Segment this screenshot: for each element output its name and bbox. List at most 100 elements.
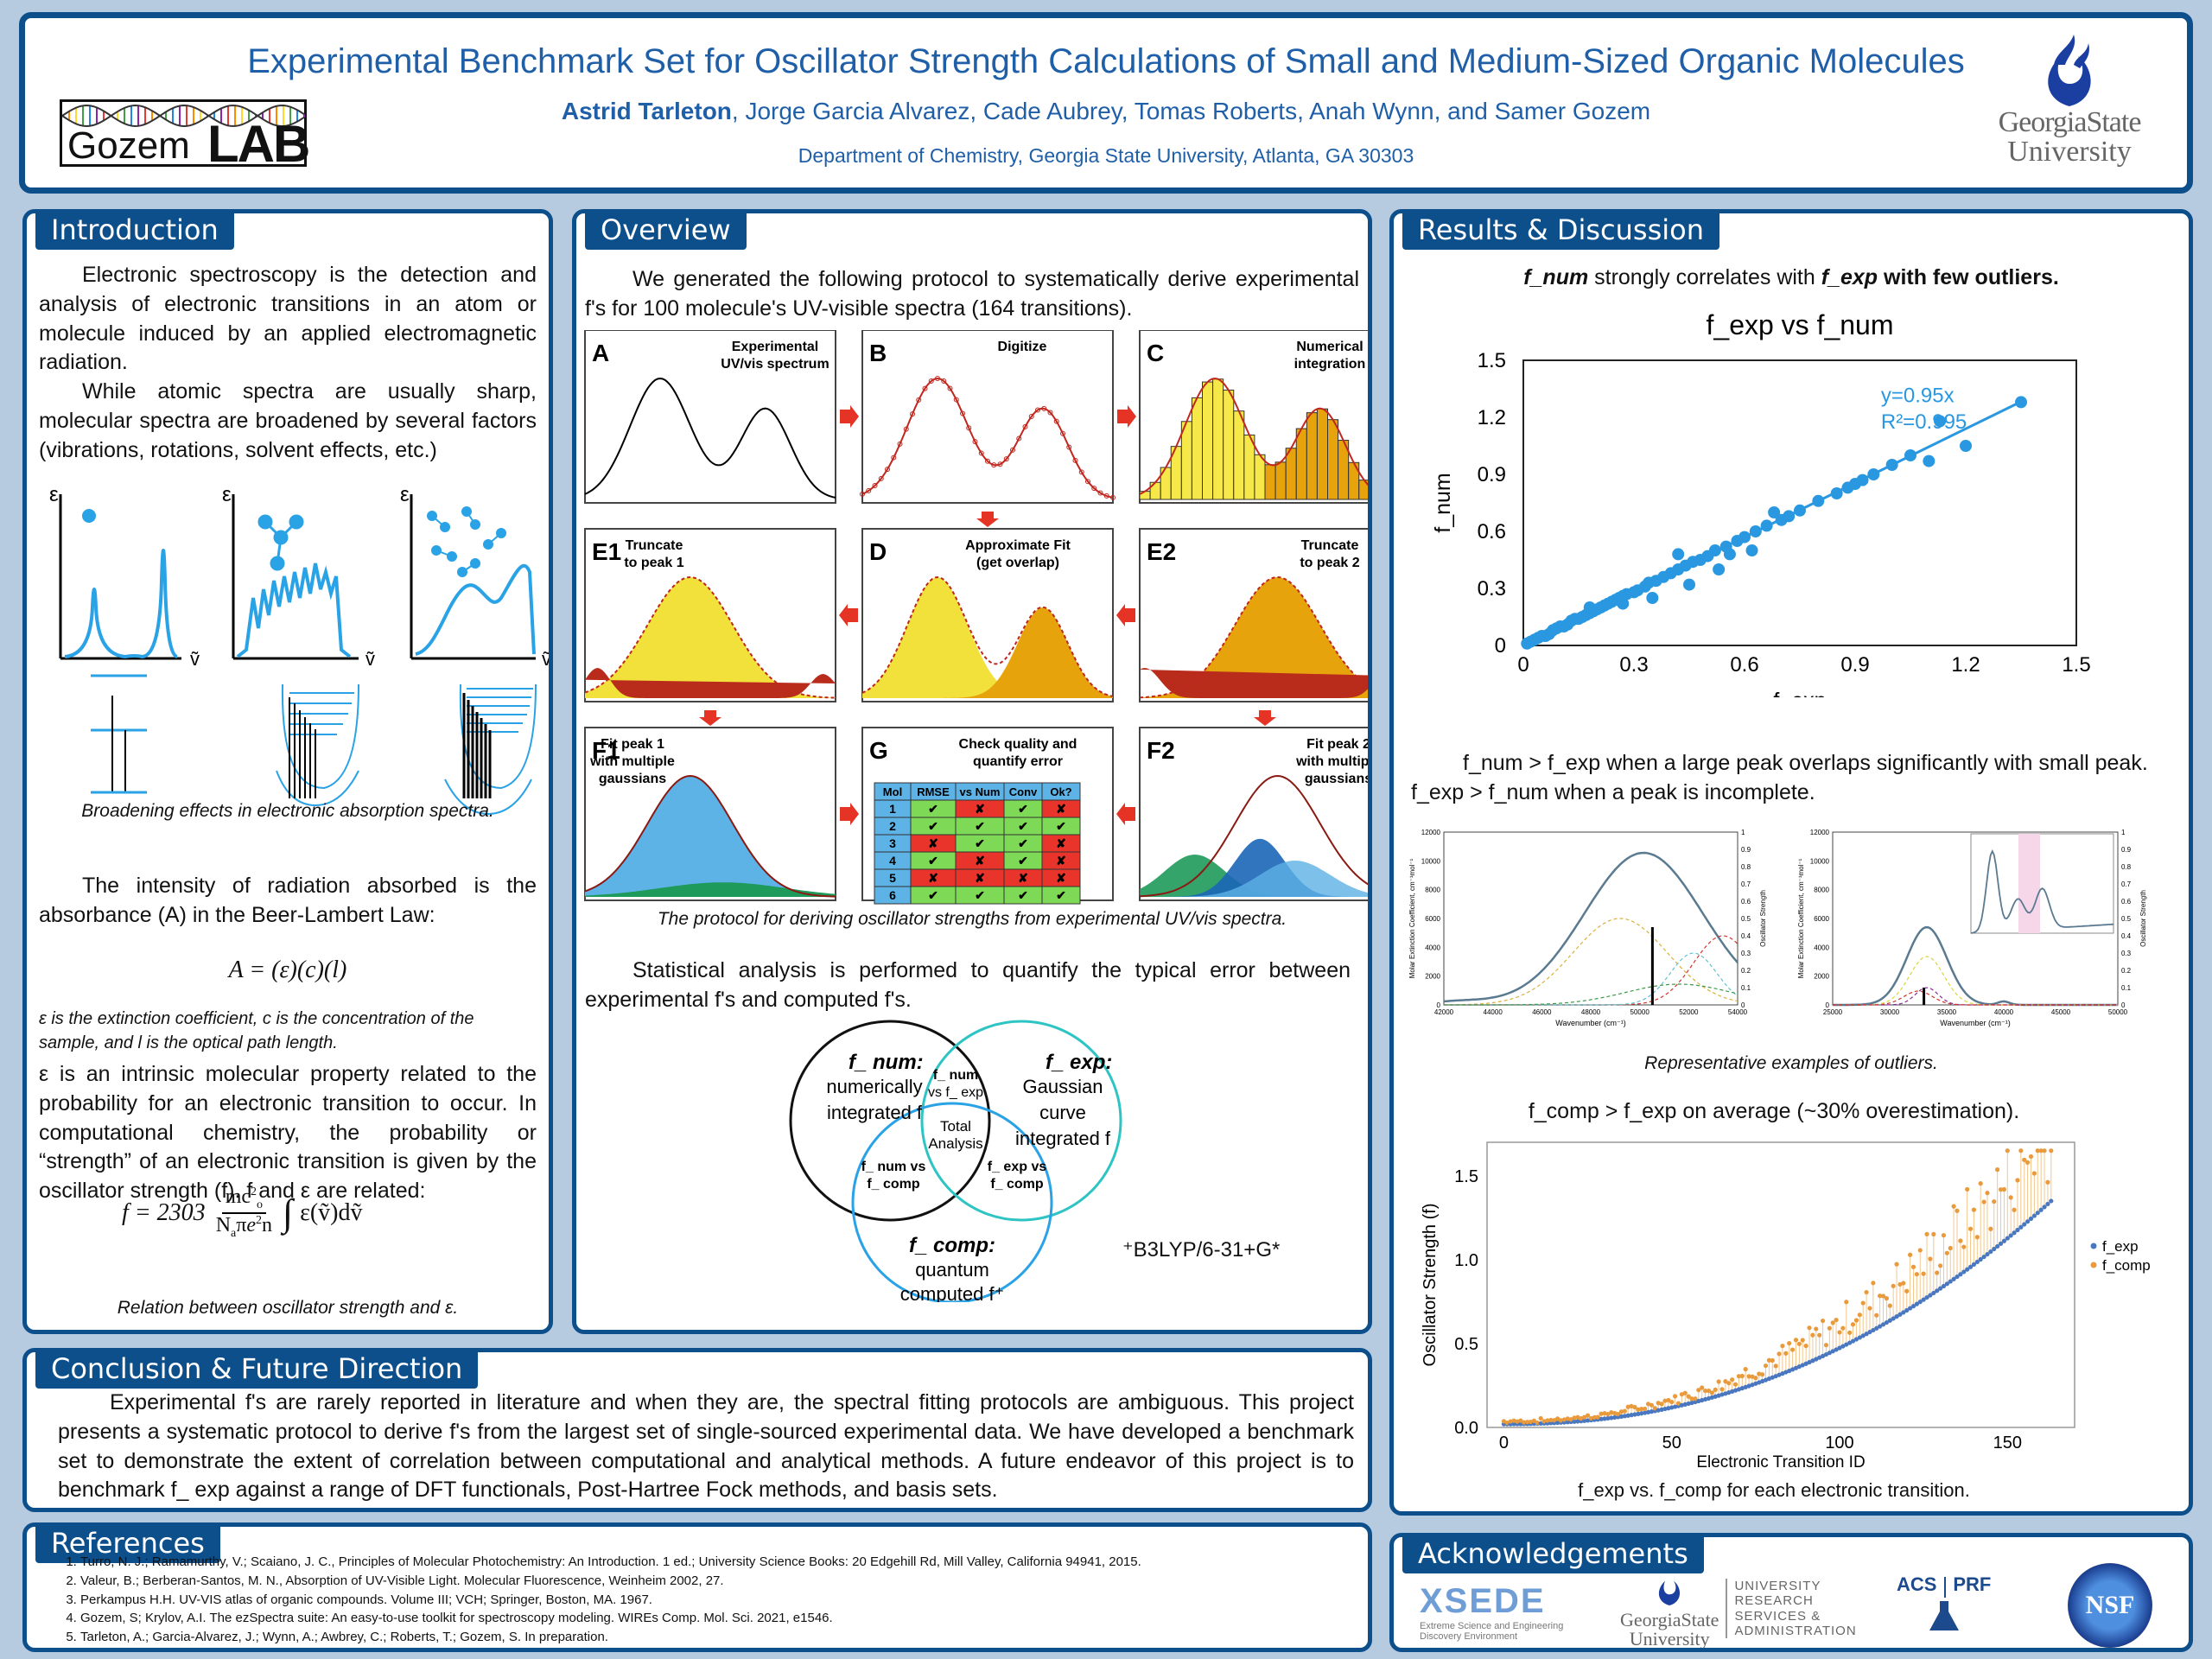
svg-text:ṽ: ṽ xyxy=(542,648,549,670)
fit-equation: y=0.95x xyxy=(1881,384,1955,407)
fexp-point xyxy=(1961,1269,1967,1274)
fcomp-point xyxy=(1700,1385,1705,1390)
fcomp-point xyxy=(1585,1413,1591,1418)
axis-epsilon-1: ε xyxy=(49,483,59,506)
fcomp-point xyxy=(1928,1256,1933,1262)
svg-text:✘: ✘ xyxy=(928,871,938,885)
fexp-point xyxy=(1518,1421,1523,1427)
svg-text:✘: ✘ xyxy=(975,871,985,885)
svg-text:Oscillator Strength: Oscillator Strength xyxy=(1759,890,1767,947)
fcomp-point xyxy=(1511,1418,1516,1423)
fexp-point xyxy=(1985,1251,1990,1257)
oscillator-strength-equation: f = 2303 mc2o Naπe2n ∫ ε(ṽ)dṽ xyxy=(122,1185,363,1240)
svg-text:✔: ✔ xyxy=(928,888,938,902)
fcomp-point xyxy=(1917,1248,1923,1253)
fexp-point xyxy=(1575,1419,1580,1424)
fcomp-point xyxy=(1884,1296,1889,1301)
svg-text:B: B xyxy=(869,340,887,366)
svg-text:30000: 30000 xyxy=(1880,1008,1900,1016)
svg-text:0.3: 0.3 xyxy=(1741,950,1751,957)
fcomp-point xyxy=(1780,1344,1785,1349)
fexp-point xyxy=(1800,1363,1805,1368)
fexp-point xyxy=(1937,1286,1943,1291)
fcomp-point xyxy=(1871,1281,1876,1286)
fexp-point xyxy=(1955,1274,1960,1280)
conclusion-heading: Conclusion & Future Direction xyxy=(35,1352,479,1389)
fcomp-point xyxy=(1867,1306,1872,1311)
svg-text:gaussians: gaussians xyxy=(1305,772,1370,786)
fexp-point xyxy=(1830,1349,1835,1354)
fexp-point xyxy=(1656,1408,1661,1413)
fcomp-point xyxy=(1666,1397,1671,1403)
coauthors: , Jorge Garcia Alvarez, Cade Aubrey, Tom… xyxy=(731,98,1651,124)
svg-text:✔: ✔ xyxy=(975,819,985,833)
fcomp-point xyxy=(2031,1171,2037,1176)
svg-text:Conv: Conv xyxy=(1009,785,1038,798)
fcomp-point xyxy=(1709,1390,1714,1395)
svg-text:D: D xyxy=(869,538,887,565)
fcomp-point xyxy=(1615,1411,1621,1417)
fexp-point xyxy=(1599,1416,1604,1421)
acknowledgements-heading: Acknowledgements xyxy=(1402,1537,1704,1573)
fexp-point xyxy=(1935,1288,1940,1294)
fcomp-point xyxy=(1595,1414,1600,1420)
fexp-point xyxy=(1689,1400,1694,1406)
y-axis-label: f_num xyxy=(1431,473,1455,532)
results-panel: Results & Discussion f_num strongly corr… xyxy=(1389,209,2193,1516)
fcomp-point xyxy=(1921,1271,1926,1276)
x-tick-label: 50 xyxy=(1662,1433,1681,1452)
svg-text:10000: 10000 xyxy=(1810,857,1830,865)
svg-text:1: 1 xyxy=(1741,829,1745,836)
xsede-logo: XSEDE Extreme Science and Engineering Di… xyxy=(1420,1582,1564,1642)
reference-item: Tarleton, A.; Garcia-Alvarez, J.; Wynn, … xyxy=(80,1628,1354,1647)
fcomp-point xyxy=(1793,1338,1799,1343)
svg-text:integrated f: integrated f xyxy=(1015,1128,1111,1149)
fexp-point xyxy=(1921,1297,1926,1302)
fcomp-point xyxy=(2012,1207,2017,1212)
fcomp-point xyxy=(1753,1376,1758,1381)
fcomp-point xyxy=(1636,1407,1641,1412)
fcomp-point xyxy=(1669,1399,1675,1405)
svg-text:0.1: 0.1 xyxy=(1741,984,1751,992)
fcomp-point xyxy=(1662,1398,1668,1403)
svg-text:f_ num: f_ num xyxy=(933,1068,978,1083)
svg-text:✔: ✔ xyxy=(1018,854,1028,868)
lab-logo-gozem: Gozem xyxy=(67,124,190,167)
diatomic-molecule-icon xyxy=(257,514,304,571)
svg-text:5: 5 xyxy=(889,871,896,885)
fexp-point xyxy=(1853,1337,1859,1342)
fexp-point xyxy=(1867,1329,1872,1335)
svg-text:integrated f: integrated f xyxy=(827,1102,923,1123)
fcomp-point xyxy=(1941,1233,1947,1238)
svg-text:ε: ε xyxy=(400,483,410,506)
fexp-point xyxy=(1988,1249,1993,1255)
fexp-point xyxy=(1967,1264,1974,1269)
svg-text:curve: curve xyxy=(1039,1102,1086,1123)
intro-paragraph-2: While atomic spectra are usually sharp, … xyxy=(39,379,537,462)
svg-text:4: 4 xyxy=(889,854,896,868)
finding-3: f_comp > f_exp on average (~30% overesti… xyxy=(1528,1099,2020,1123)
fcomp-point xyxy=(1719,1387,1725,1392)
scatter-point xyxy=(1723,548,1736,561)
fcomp-point xyxy=(1548,1417,1554,1423)
fexp-point xyxy=(1998,1241,2004,1246)
arrow-icon xyxy=(1116,604,1135,626)
flame-icon xyxy=(2048,35,2091,106)
fexp-point xyxy=(1840,1344,1846,1349)
fcomp-point xyxy=(2049,1148,2054,1154)
svg-text:vs f_ exp: vs f_ exp xyxy=(928,1085,983,1100)
fcomp-point xyxy=(1800,1338,1805,1343)
svg-text:0.9: 0.9 xyxy=(2121,846,2132,854)
fcomp-point xyxy=(1766,1357,1771,1363)
fexp-point xyxy=(1565,1420,1570,1425)
venn-comp-title: f_ comp: xyxy=(909,1234,995,1257)
fexp-point xyxy=(1817,1355,1822,1360)
svg-text:gaussians: gaussians xyxy=(599,772,666,786)
fexp-point xyxy=(2025,1219,2031,1224)
fcomp-point xyxy=(1985,1191,1990,1196)
svg-text:0.4: 0.4 xyxy=(2121,932,2132,940)
svg-text:0.9: 0.9 xyxy=(1741,846,1751,854)
x-tick-label: 100 xyxy=(1825,1433,1853,1452)
svg-text:A: A xyxy=(592,340,609,366)
fcomp-point xyxy=(2008,1195,2013,1200)
